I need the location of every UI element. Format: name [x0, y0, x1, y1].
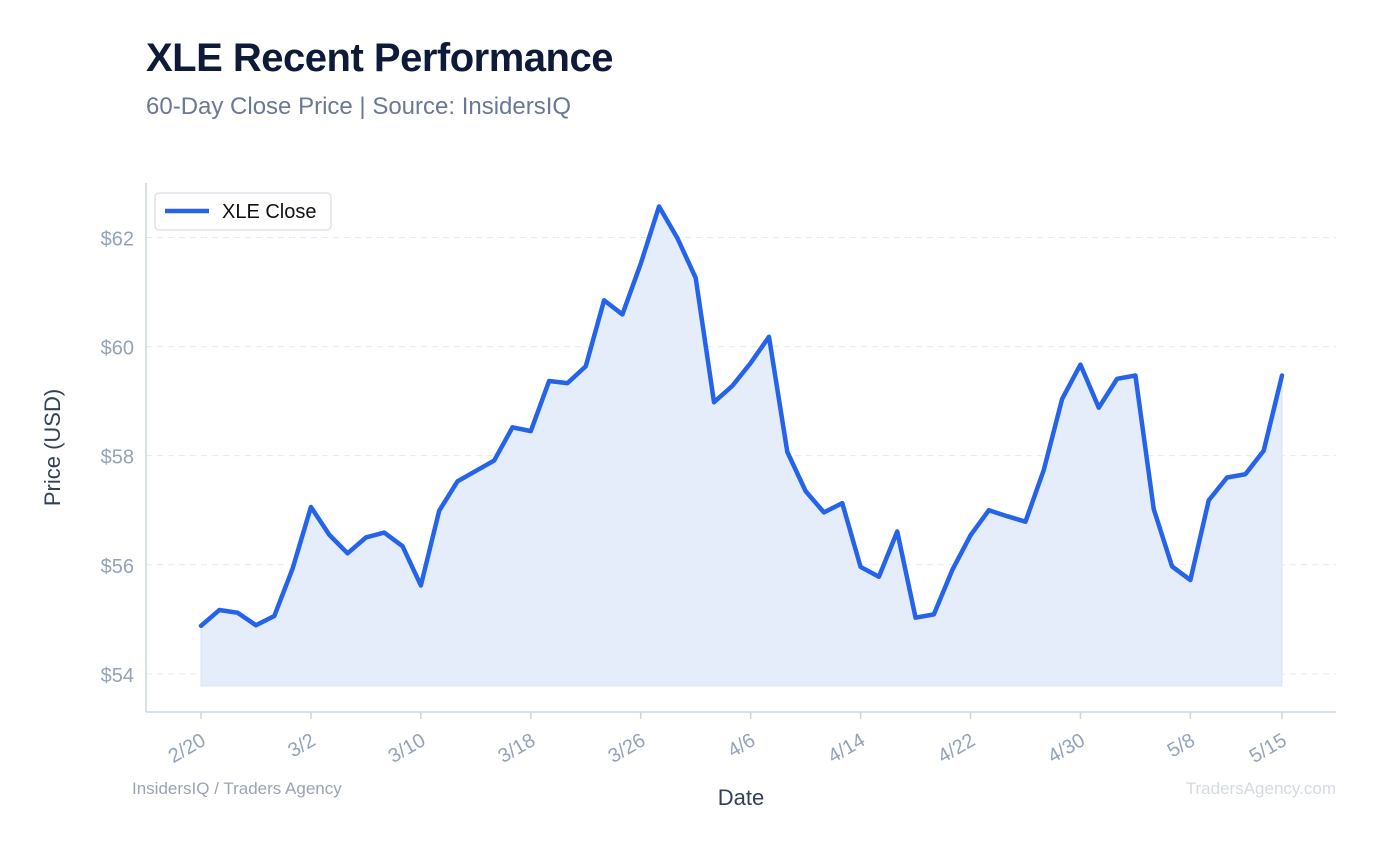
x-axis-title: Date: [718, 785, 764, 810]
y-tick-label: $60: [101, 338, 134, 360]
x-tick-label: 5/15: [1246, 729, 1291, 768]
chart-title: XLE Recent Performance: [146, 36, 613, 80]
footer-watermark: TradersAgency.com: [1185, 779, 1336, 798]
x-tick-label: 2/20: [165, 729, 210, 768]
y-axis-title: Price (USD): [40, 389, 65, 506]
footer-credit: InsidersIQ / Traders Agency: [132, 779, 342, 798]
chart-subtitle: 60-Day Close Price | Source: InsidersIQ: [146, 93, 572, 120]
x-tick-label: 3/2: [284, 729, 319, 762]
y-tick-label: $56: [101, 556, 134, 578]
legend-label: XLE Close: [222, 201, 317, 223]
y-tick-label: $54: [101, 665, 134, 687]
legend-box: [154, 192, 332, 231]
x-tick-label: 5/8: [1164, 729, 1199, 762]
x-tick-label: 4/22: [934, 729, 979, 768]
area-fill: [200, 205, 1283, 687]
x-tick-label: 3/26: [605, 729, 650, 768]
y-tick-label: $62: [101, 229, 134, 251]
y-tick-label: $58: [101, 447, 134, 469]
x-tick-label: 4/14: [824, 729, 869, 768]
x-tick-label: 3/10: [385, 729, 430, 768]
x-tick-label: 4/6: [724, 729, 759, 762]
series-line-xle-close: [198, 204, 1285, 629]
x-tick-label: 4/30: [1044, 729, 1089, 768]
x-tick-label: 3/18: [495, 729, 540, 768]
